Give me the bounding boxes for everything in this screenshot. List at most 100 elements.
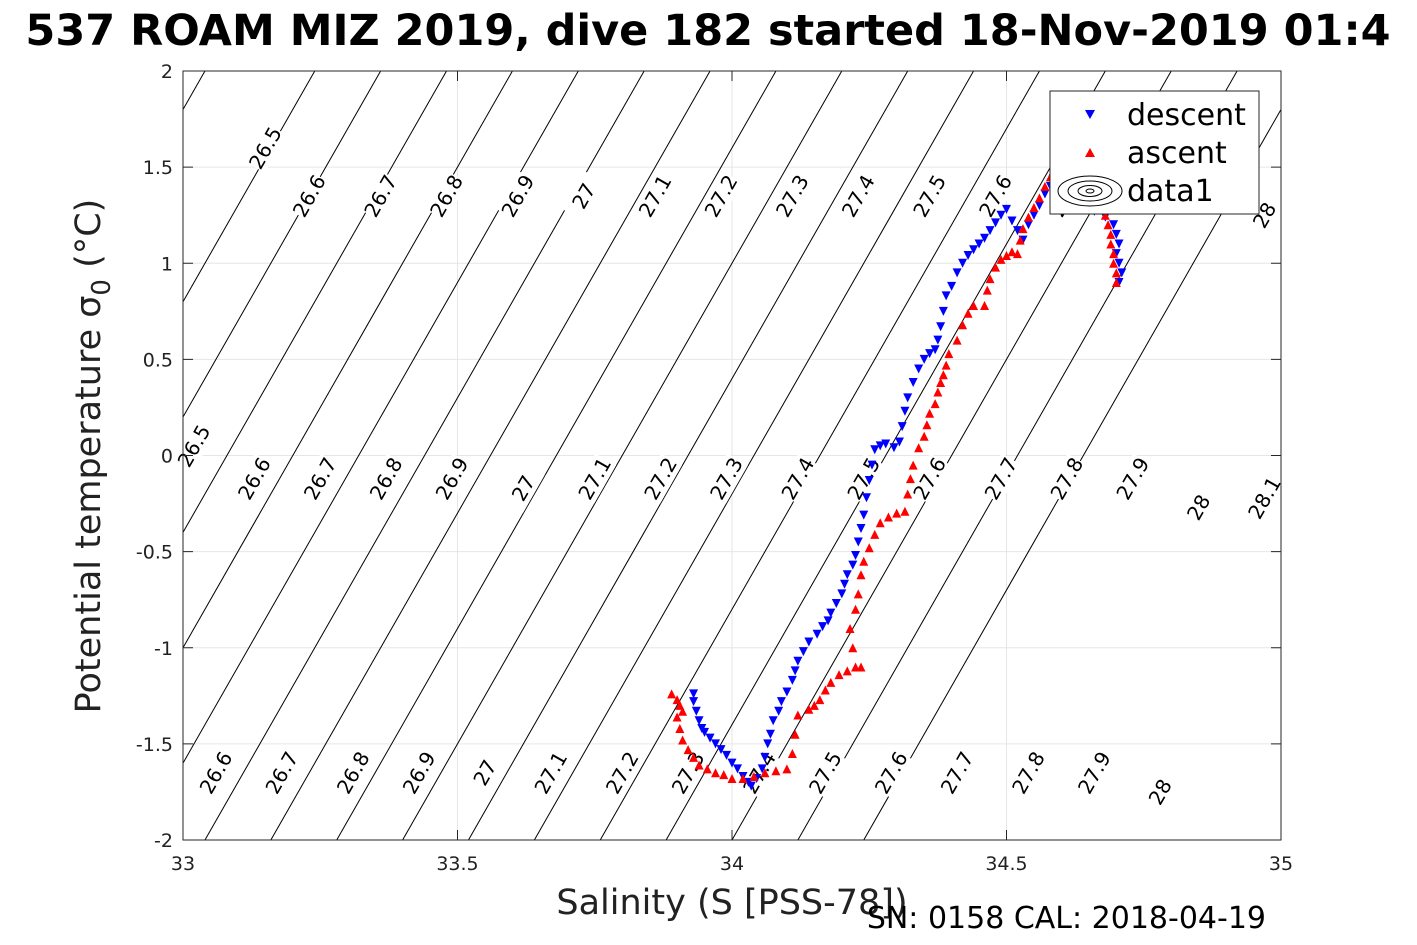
ascent-point-38 bbox=[870, 529, 880, 539]
descent-point-76 bbox=[1023, 220, 1033, 230]
descent-point-40 bbox=[856, 524, 866, 534]
descent-point-52 bbox=[903, 393, 913, 403]
ascent-point-21 bbox=[793, 710, 803, 720]
ascent-point-36 bbox=[859, 556, 869, 566]
descent-point-1 bbox=[689, 697, 699, 707]
descent-point-57 bbox=[930, 345, 940, 355]
ascent-point-70 bbox=[1023, 212, 1033, 222]
ascent-point-26 bbox=[826, 677, 836, 687]
contour-label-bg-27.5-1 bbox=[842, 453, 886, 504]
contour-label-bg-26.9-1 bbox=[430, 453, 474, 504]
ascent-point-10 bbox=[702, 764, 712, 774]
descent-point-10 bbox=[727, 758, 737, 768]
descent-point-90 bbox=[1114, 239, 1124, 249]
contour-label-bg-27.3-0 bbox=[666, 747, 710, 798]
contour-label-bg-27.6-1 bbox=[908, 453, 951, 504]
legend: descent ascent data1 bbox=[1049, 90, 1260, 215]
descent-point-74 bbox=[1012, 226, 1022, 236]
ascent-point-12 bbox=[719, 770, 729, 780]
x-tick-label-3: 34.5 bbox=[985, 853, 1027, 875]
contour-label-bg-27.5-2 bbox=[908, 170, 951, 222]
ascent-point-13 bbox=[727, 773, 737, 783]
y-axis-label-symbol: σ bbox=[69, 296, 109, 318]
descent-point-5 bbox=[700, 727, 710, 737]
ascent-point-83 bbox=[1109, 249, 1119, 259]
serial-calibration-note: SN: 0158 CAL: 2018-04-19 bbox=[867, 901, 1266, 936]
ascent-point-48 bbox=[922, 420, 932, 430]
ascent-point-22 bbox=[804, 704, 814, 714]
descent-point-32 bbox=[826, 608, 836, 618]
ascent-point-4 bbox=[672, 712, 682, 722]
ascent-point-45 bbox=[908, 460, 918, 470]
y-tick-label-2: -1 bbox=[154, 638, 173, 660]
ascent-point-62 bbox=[985, 274, 995, 284]
contour-line-27.3 bbox=[336, 71, 777, 840]
contour-line-27.5 bbox=[468, 71, 909, 840]
contour-label-bg-28-1 bbox=[1177, 482, 1220, 533]
ascent-point-8 bbox=[689, 752, 699, 762]
ascent-point-53 bbox=[938, 370, 948, 380]
descent-point-63 bbox=[952, 268, 962, 278]
descent-point-48 bbox=[889, 443, 899, 453]
ascent-point-40 bbox=[883, 512, 893, 522]
descent-point-34 bbox=[837, 589, 847, 599]
contour-label-bg-27.1-0 bbox=[529, 747, 573, 798]
y-axis-label-main: Potential temperature bbox=[69, 318, 109, 714]
contour-label-bg-26.7-0 bbox=[260, 747, 304, 798]
descent-point-44 bbox=[867, 460, 877, 470]
contour-label-bg-27.7-0 bbox=[935, 747, 979, 798]
y-tick-label-6: 1 bbox=[161, 253, 173, 275]
descent-point-30 bbox=[818, 622, 828, 632]
ascent-point-33 bbox=[851, 604, 861, 614]
contour-label-bg-27.6-2 bbox=[974, 170, 1017, 222]
ascent-point-82 bbox=[1106, 239, 1116, 249]
contour-label-bg-27.3-2 bbox=[771, 170, 814, 222]
contour-label-bg-27.2-1 bbox=[639, 453, 682, 504]
descent-point-65 bbox=[963, 251, 973, 261]
y-tick-label-0: -2 bbox=[154, 830, 173, 852]
contour-line-27.7 bbox=[599, 71, 1040, 840]
ascent-point-3 bbox=[678, 706, 688, 716]
descent-point-43 bbox=[864, 475, 874, 485]
contour-label-bg-28.1-0 bbox=[1243, 472, 1286, 523]
ascent-point-6 bbox=[678, 735, 688, 745]
descent-point-20 bbox=[768, 716, 778, 726]
x-tick-label-1: 33.5 bbox=[436, 853, 478, 875]
descent-point-0 bbox=[689, 689, 699, 699]
ascent-point-56 bbox=[952, 335, 962, 345]
contour-label-bg-26.8-2 bbox=[425, 170, 468, 222]
ascent-point-37 bbox=[864, 543, 874, 553]
descent-point-68 bbox=[980, 233, 990, 243]
ascent-point-64 bbox=[996, 254, 1006, 264]
contour-label-bg-27.1-1 bbox=[573, 453, 617, 504]
descent-point-46 bbox=[875, 441, 885, 451]
descent-point-29 bbox=[812, 629, 822, 639]
ascent-point-30 bbox=[856, 662, 866, 672]
ascent-point-68 bbox=[1015, 235, 1025, 245]
ascent-point-85 bbox=[1111, 268, 1121, 278]
descent-point-18 bbox=[763, 739, 773, 749]
descent-point-53 bbox=[908, 377, 918, 387]
ascent-point-31 bbox=[848, 643, 858, 653]
ascent-point-55 bbox=[944, 349, 954, 359]
descent-point-77 bbox=[1029, 210, 1039, 220]
descent-point-17 bbox=[760, 752, 770, 762]
descent-point-25 bbox=[790, 666, 800, 676]
descent-point-89 bbox=[1111, 229, 1121, 239]
ascent-point-32 bbox=[845, 624, 855, 634]
contour-label-bg-27.4-1 bbox=[776, 453, 820, 504]
descent-point-38 bbox=[851, 550, 861, 560]
ascent-point-65 bbox=[1002, 251, 1011, 261]
chart-title: 537 ROAM MIZ 2019, dive 182 started 18-N… bbox=[25, 6, 1390, 56]
ascent-point-79 bbox=[1100, 210, 1110, 220]
ascent-point-7 bbox=[683, 745, 693, 755]
ascent-point-54 bbox=[941, 360, 951, 370]
descent-point-36 bbox=[842, 570, 852, 580]
descent-point-66 bbox=[969, 245, 979, 255]
ascent-point-9 bbox=[694, 760, 704, 770]
y-axis-label: Potential temperature σ0 (°C) bbox=[69, 199, 117, 714]
legend-ascent-marker bbox=[1085, 148, 1095, 157]
descent-point-64 bbox=[958, 258, 968, 268]
descent-point-60 bbox=[938, 306, 948, 316]
contour-label-bg-27.5-0 bbox=[803, 747, 847, 798]
